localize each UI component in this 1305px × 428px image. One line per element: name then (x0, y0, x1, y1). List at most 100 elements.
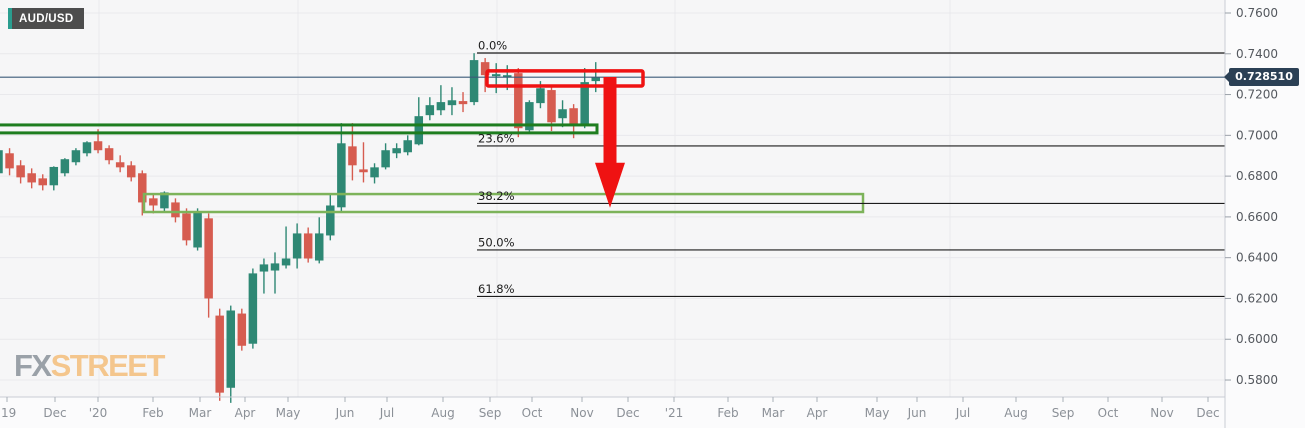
bottom-axis-label: Feb (142, 406, 163, 420)
red-range-box (485, 69, 645, 88)
bottom-axis-label: Oct (522, 406, 543, 420)
watermark-street: STREET (50, 348, 166, 383)
bottom-axis-label: '20 (89, 406, 108, 420)
candle-body (458, 101, 468, 105)
fib-level-label: 23.6% (478, 131, 515, 145)
candle-body (403, 140, 412, 153)
candle-body (215, 315, 224, 393)
candle-body (326, 205, 335, 236)
candle-body (16, 165, 25, 178)
candle-body (591, 77, 600, 82)
candle-body (38, 178, 47, 186)
bottom-axis-label: Nov (1150, 406, 1173, 420)
bottom-axis-label: Jul (955, 406, 970, 420)
candle-body (580, 82, 589, 126)
right-axis-label: 0.6600 (1236, 210, 1278, 224)
red-down-arrow (595, 77, 625, 208)
bottom-axis-label: '21 (665, 406, 684, 420)
fib-level-label: 61.8% (478, 282, 515, 296)
candle-body (49, 166, 59, 186)
candle-body (436, 102, 446, 111)
bottom-axis-label: Apr (807, 406, 828, 420)
candle-body (27, 173, 36, 183)
candle-body (5, 153, 14, 169)
right-axis-label: 0.7400 (1236, 47, 1278, 61)
candle-body (193, 212, 202, 248)
candle-body (525, 102, 534, 131)
candle-body (126, 165, 136, 178)
bottom-axis-label: Feb (717, 406, 738, 420)
candle-body (237, 313, 247, 346)
candle-body (392, 148, 401, 154)
fib-level-label: 0.0% (478, 38, 507, 52)
current-price-value: 0.728510 (1235, 70, 1293, 83)
candle-body (514, 73, 523, 129)
candle-body (337, 143, 346, 208)
right-axis-label: 0.7200 (1236, 88, 1278, 102)
candle-body (259, 264, 269, 272)
bottom-axis-label: Sep (479, 406, 502, 420)
bottom-axis-label: Sep (1052, 406, 1075, 420)
bottom-axis-label: Jul (379, 406, 394, 420)
current-price-badge: 0.728510 (1224, 68, 1299, 86)
candle-body (160, 192, 169, 209)
bottom-axis-label: Apr (235, 406, 256, 420)
fib-level-label: 50.0% (478, 235, 515, 249)
candle-body (480, 62, 490, 76)
candle-body (292, 233, 302, 259)
candle-body (536, 88, 545, 104)
candle-body (503, 75, 512, 78)
bottom-axis-label: Nov (570, 406, 593, 420)
candle-body (414, 116, 424, 145)
watermark-fx: FX (14, 348, 52, 383)
bottom-axis-label: '19 (0, 406, 16, 420)
bottom-axis-label: Mar (762, 406, 785, 420)
fib-level-label: 38.2% (478, 189, 515, 203)
candle-body (248, 273, 258, 344)
candle-body (204, 218, 213, 299)
right-axis-label: 0.5800 (1236, 373, 1278, 387)
candle-body (71, 150, 81, 163)
bottom-axis-label: Dec (1196, 406, 1219, 420)
symbol-label: AUD/USD (19, 12, 74, 25)
candle-body (425, 105, 435, 116)
right-axis-label: 0.7600 (1236, 6, 1278, 20)
candle-body (138, 173, 147, 203)
bottom-axis-label: Oct (1098, 406, 1119, 420)
resistance-zone-box (0, 123, 599, 135)
bottom-axis-label: Jun (335, 406, 355, 420)
candle-body (469, 60, 479, 103)
candle-body (0, 150, 3, 174)
bottom-axis-label: Aug (1004, 406, 1027, 420)
fxstreet-watermark: FXSTREET (14, 348, 166, 383)
candle-body (569, 108, 578, 126)
right-axis-label: 0.6400 (1236, 251, 1278, 265)
bottom-axis-label: May (276, 406, 301, 420)
candle-body (370, 167, 379, 178)
bottom-axis-label: Mar (189, 406, 212, 420)
candle-body (447, 100, 457, 106)
bottom-axis-label: Dec (616, 406, 639, 420)
candle-body (558, 109, 567, 119)
right-axis-label: 0.6000 (1236, 332, 1278, 346)
bottom-axis-panel[interactable] (0, 397, 1225, 428)
candle-body (60, 159, 70, 174)
candle-body (270, 263, 280, 271)
right-axis-label: 0.6800 (1236, 169, 1278, 183)
candle-body (314, 233, 324, 261)
candle-body (281, 258, 291, 266)
candle-body (93, 141, 103, 151)
right-axis-label: 0.7000 (1236, 128, 1278, 142)
symbol-chip[interactable]: AUD/USD (8, 8, 84, 29)
candle-body (104, 148, 114, 161)
candle-body (348, 146, 357, 166)
candle-body (149, 198, 158, 206)
candle-body (381, 150, 390, 168)
bottom-axis-label: Dec (43, 406, 66, 420)
candle-body (491, 74, 501, 77)
bottom-axis-label: May (865, 406, 890, 420)
candle-body (115, 162, 125, 168)
right-axis-label: 0.6200 (1236, 291, 1278, 305)
